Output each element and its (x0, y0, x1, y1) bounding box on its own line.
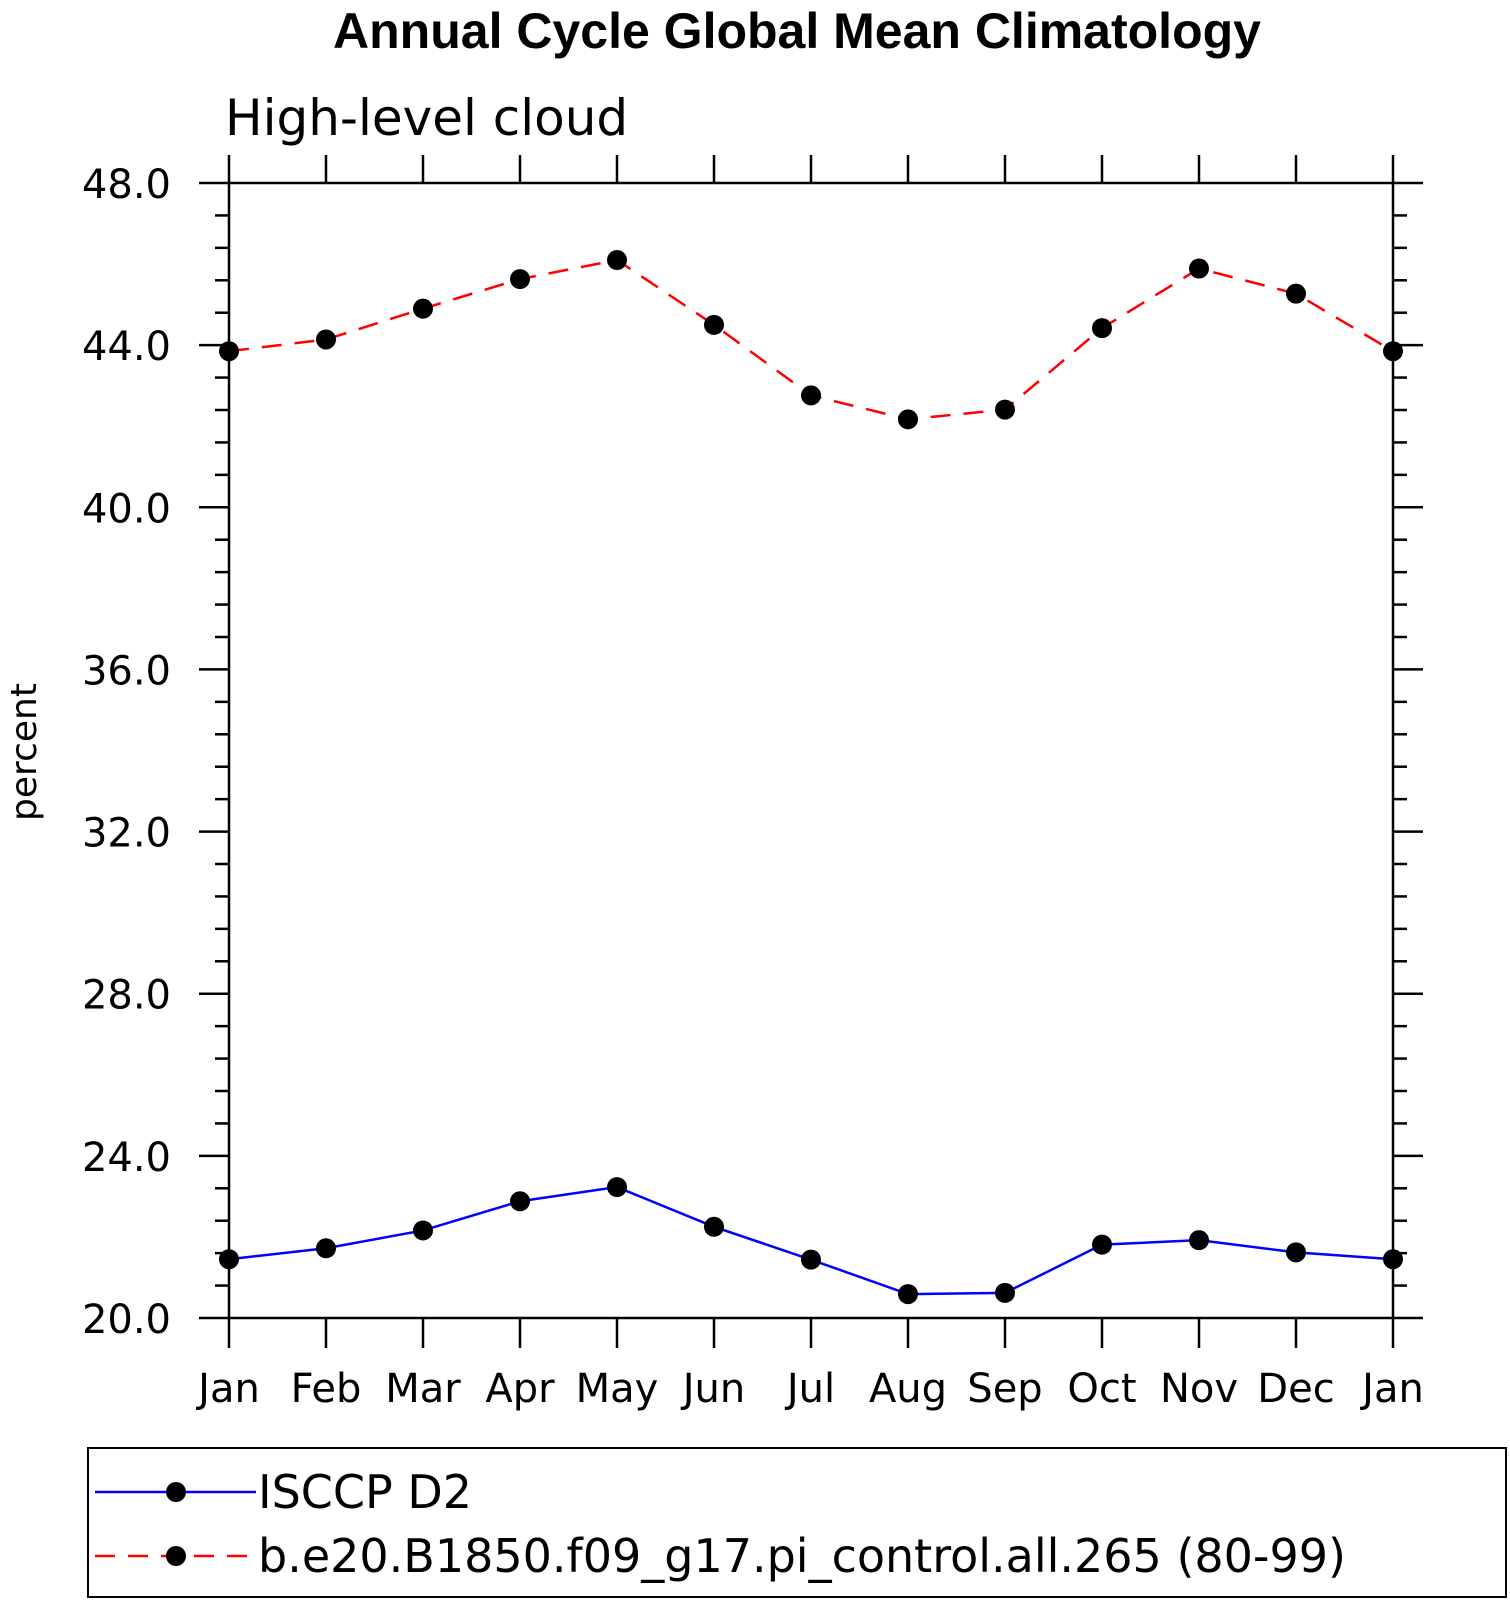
chart-title: Annual Cycle Global Mean Climatology (333, 3, 1261, 59)
chart-subtitle: High-level cloud (225, 89, 628, 147)
legend-label: ISCCP D2 (258, 1465, 472, 1519)
data-point (607, 250, 627, 271)
data-point (1286, 1242, 1306, 1263)
data-point (316, 1238, 336, 1259)
series-line (228, 1185, 1394, 1296)
data-point (1383, 1249, 1403, 1270)
data-point (607, 1177, 627, 1198)
data-point (510, 1191, 530, 1212)
data-point (995, 1282, 1015, 1303)
data-point (1286, 283, 1306, 304)
data-point (413, 1220, 433, 1241)
x-tick-label: May (576, 1366, 659, 1412)
data-point (1189, 1230, 1209, 1251)
plot-frame (227, 181, 1395, 1320)
y-tick-label: 32.0 (82, 811, 171, 857)
legend: ISCCP D2 b.e20.B1850.f09_g17.pi_control.a… (95, 1465, 1346, 1583)
data-point (1189, 258, 1209, 279)
data-point (1092, 318, 1112, 339)
data-point (413, 298, 433, 319)
x-tick-label: Apr (485, 1366, 555, 1412)
data-point (316, 329, 336, 350)
x-tick-label: Jan (1359, 1366, 1424, 1412)
series-2 (219, 250, 1403, 430)
y-tick-label: 28.0 (82, 973, 171, 1019)
y-tick-label: 36.0 (82, 648, 171, 694)
legend-marker (166, 1482, 186, 1502)
series-1 (219, 1177, 1403, 1305)
data-point (704, 1216, 724, 1237)
legend-entry-2: b.e20.B1850.f09_g17.pi_control.all.265 (… (95, 1529, 1346, 1583)
legend-entry-1: ISCCP D2 (95, 1465, 472, 1519)
axes: 20.0 24.0 28.0 32.0 36.0 40.0 44.0 48.0 Jan Feb Ma… (82, 155, 1424, 1412)
x-tick-label: Sep (967, 1366, 1042, 1412)
y-tick-label: 40.0 (82, 486, 171, 532)
x-tick-label: Oct (1067, 1366, 1136, 1412)
x-tick-label: Jul (784, 1366, 835, 1412)
legend-marker (166, 1546, 186, 1566)
data-point (801, 385, 821, 406)
data-point (1092, 1234, 1112, 1255)
data-point (801, 1249, 821, 1270)
data-point (898, 409, 918, 430)
data-point (510, 269, 530, 290)
data-point (898, 1284, 918, 1305)
y-tick-label: 48.0 (82, 162, 171, 208)
x-tick-label: Nov (1160, 1366, 1238, 1412)
data-point (219, 1249, 239, 1270)
x-tick-label: Aug (869, 1366, 947, 1412)
x-tick-label: Feb (291, 1366, 362, 1412)
legend-label: b.e20.B1850.f09_g17.pi_control.all.265 (… (258, 1529, 1346, 1583)
data-point (995, 399, 1015, 420)
data-point (1383, 341, 1403, 362)
data-point (219, 341, 239, 362)
x-tick-label: Mar (385, 1366, 461, 1412)
x-tick-label: Jun (680, 1366, 746, 1412)
x-tick-label: Jan (195, 1366, 260, 1412)
y-tick-label: 20.0 (82, 1297, 171, 1343)
x-tick-label: Dec (1257, 1366, 1334, 1412)
data-point (704, 314, 724, 335)
legend-box (87, 1447, 1507, 1598)
y-tick-label: 24.0 (82, 1135, 171, 1181)
y-tick-label: 44.0 (82, 324, 171, 370)
data-series (219, 250, 1403, 1305)
y-axis-label: percent (4, 683, 45, 821)
